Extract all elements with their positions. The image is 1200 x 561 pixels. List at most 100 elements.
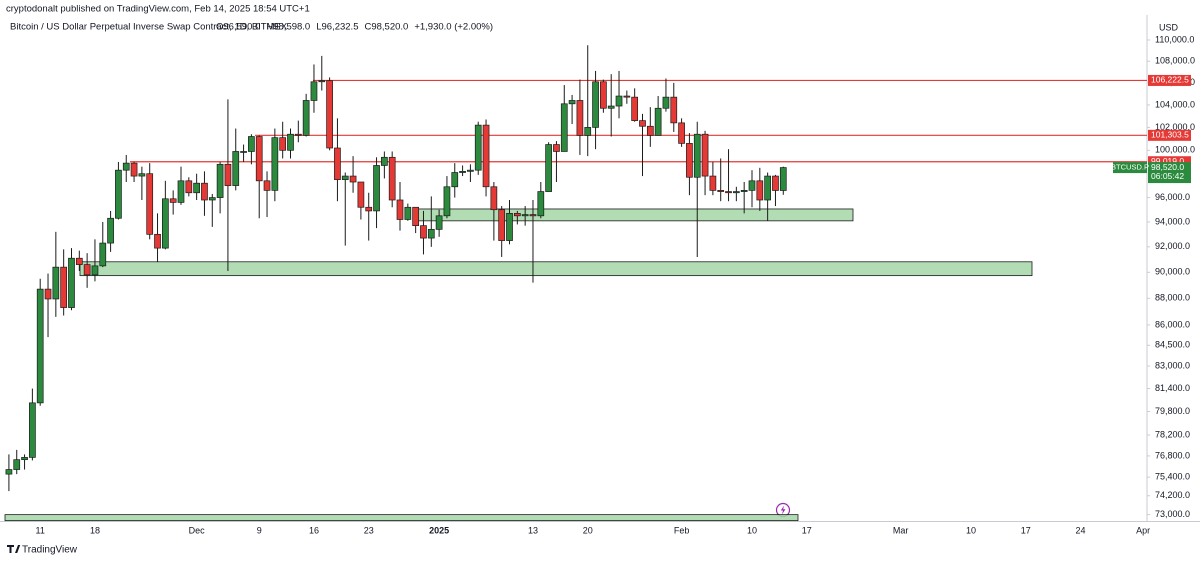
y-tick-label: 88,000.0 [1155, 293, 1190, 303]
candle-body [545, 144, 552, 192]
candle-body [607, 105, 615, 109]
candle-body [537, 191, 545, 217]
zones [4, 208, 1033, 522]
candle-body [373, 165, 380, 212]
candle-body [201, 182, 208, 201]
y-tick-label: 102,000.0 [1155, 122, 1195, 132]
candle-body [60, 266, 68, 308]
candle-body [678, 122, 685, 144]
candle-body [756, 180, 764, 201]
candle-body [388, 156, 396, 201]
candle-body [553, 144, 560, 152]
y-tick-label: 104,000.0 [1155, 99, 1195, 109]
y-tick-label: 73,000.0 [1155, 509, 1190, 519]
y-tick-label: 84,500.0 [1155, 340, 1190, 350]
candle-body [21, 457, 28, 461]
candle-body [435, 215, 443, 230]
candles [5, 45, 787, 492]
candle-body [576, 100, 584, 136]
x-tick-label: Mar [893, 525, 909, 535]
candle-body [568, 100, 576, 105]
candle-body [396, 199, 404, 220]
y-tick-label: 81,400.0 [1155, 383, 1190, 393]
candle-body [748, 180, 756, 191]
y-tick-label: 83,000.0 [1155, 360, 1190, 370]
candle-body [271, 137, 279, 191]
symbol-tag [1113, 162, 1147, 174]
footer: TradingView [22, 545, 78, 556]
candle-body [521, 214, 529, 217]
candle-body [115, 169, 122, 219]
countdown: 06:05:42 [1151, 171, 1184, 181]
candle-body [287, 133, 294, 151]
y-tick-label: 76,800.0 [1155, 450, 1190, 460]
levels [130, 79, 1147, 163]
x-tick-label: 11 [36, 525, 45, 535]
candle-body [623, 95, 631, 98]
candle-body [560, 103, 568, 152]
y-tick-label: 75,400.0 [1155, 472, 1190, 482]
candle-body [248, 136, 255, 152]
candle-body [341, 175, 349, 180]
y-tick-label: 92,000.0 [1155, 241, 1190, 251]
footer-logo [7, 545, 21, 553]
candle-body [482, 124, 490, 188]
candle-body [232, 151, 240, 186]
candle-body [693, 133, 701, 178]
attribution: cryptodonalt published on TradingView.co… [6, 4, 310, 15]
candle-body [208, 197, 216, 201]
level-tag [1148, 129, 1191, 141]
last-price-tag [1148, 162, 1191, 184]
candle-body [412, 206, 420, 226]
y-tick-label: 108,000.0 [1155, 56, 1195, 66]
ohlc-value: L96,232.5 [316, 22, 358, 33]
candle-body [709, 175, 717, 191]
x-tick-label: 9 [257, 525, 262, 535]
candle-body [294, 133, 302, 136]
candle-body [122, 162, 130, 171]
ohlc-value: H98,598.0 [266, 22, 310, 33]
ohlc-value: +1,930.0 (+2.00%) [414, 22, 493, 33]
x-tick-label: Feb [674, 525, 690, 535]
candle-body [177, 180, 185, 203]
candle-body [451, 172, 459, 188]
candle-body [381, 156, 388, 166]
candle-body [779, 167, 787, 191]
candle-body [474, 124, 482, 171]
candle-body [154, 233, 161, 249]
candle-body [240, 151, 247, 153]
candle-body [334, 147, 341, 180]
candle-body [701, 133, 709, 177]
candle-body [584, 127, 592, 136]
candle-body [357, 181, 365, 208]
candle-body [529, 214, 537, 217]
candle-body [498, 209, 506, 241]
x-tick-label: 23 [364, 525, 374, 535]
y-tick-label: 86,000.0 [1155, 319, 1190, 329]
chart-title: Bitcoin / US Dollar Perpetual Inverse Sw… [10, 22, 288, 33]
candle-body [615, 95, 623, 107]
x-tick-label: 17 [802, 525, 812, 535]
candle-body [600, 81, 607, 109]
candle-body [193, 182, 200, 194]
y-tick-label: 96,000.0 [1155, 192, 1190, 202]
candle-body [365, 206, 373, 212]
y-tick-label: 94,000.0 [1155, 216, 1190, 226]
ohlc-legend: O96,590.0 H98,598.0 L96,232.5 C98,520.0 +1,9… [216, 22, 493, 33]
candle-body [75, 257, 83, 265]
x-tick-label: 24 [1076, 525, 1086, 535]
x-tick-label: Apr [1136, 525, 1150, 535]
candle-body [68, 257, 75, 308]
candle-body [224, 163, 232, 186]
candle-body [732, 191, 740, 194]
candle-body [279, 137, 287, 151]
candle-body [29, 402, 36, 458]
x-tick-label: Dec [189, 525, 206, 535]
candle-body [302, 100, 310, 136]
symbol-label: BTCUSD.P [1111, 163, 1149, 172]
y-tick-label: 90,000.0 [1155, 267, 1190, 277]
axes: 110,000.0108,000.0106,000.0104,000.0102,… [36, 34, 1196, 535]
candle-body [717, 190, 725, 192]
candle-body [138, 173, 146, 177]
